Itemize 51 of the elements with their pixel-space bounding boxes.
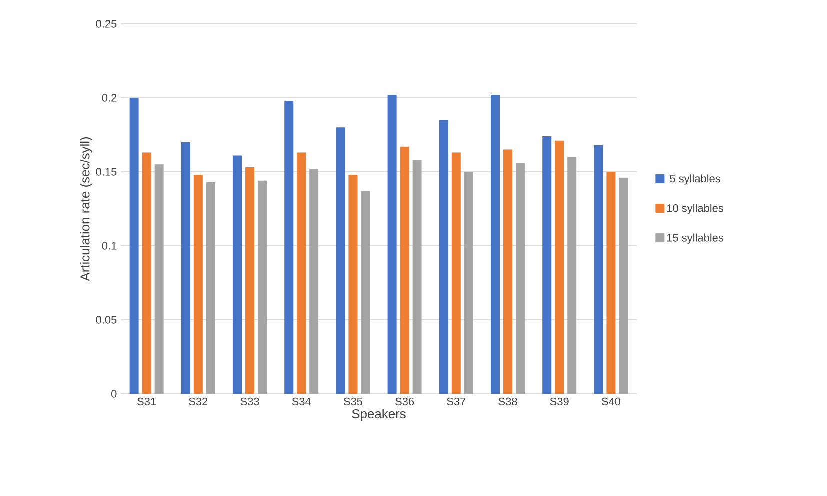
bar [516, 163, 526, 394]
bar [181, 142, 190, 394]
bar [388, 95, 397, 394]
x-tick-label: S35 [344, 398, 362, 406]
bar [154, 164, 164, 394]
bar [619, 178, 628, 394]
bar [568, 157, 577, 394]
bar [555, 140, 564, 394]
bar [439, 120, 448, 394]
bar [594, 145, 604, 394]
x-axis-title: Speakers [352, 409, 406, 422]
y-tick-label: 0.25 [96, 20, 117, 28]
y-axis-title: Articulation rate (sec/syll) [80, 137, 92, 282]
bar [336, 128, 346, 394]
bar [348, 174, 358, 394]
bar [142, 152, 152, 394]
bar [504, 150, 513, 394]
bar [246, 168, 255, 394]
bar [361, 191, 370, 394]
x-tick-label: S32 [189, 398, 208, 406]
bar [491, 95, 500, 394]
bar [452, 152, 461, 394]
bar [412, 160, 422, 394]
bar [400, 146, 410, 394]
y-tick-label: 0.1 [102, 242, 117, 250]
bar [194, 174, 203, 394]
bar [130, 98, 139, 394]
y-tick-label: 0 [111, 390, 117, 398]
bar [284, 100, 294, 394]
y-tick-label: 0.2 [102, 94, 117, 102]
x-tick-label: S31 [138, 398, 156, 406]
legend-label: 5 syllables [670, 174, 720, 185]
x-tick-label: S40 [602, 398, 621, 406]
bar [606, 172, 616, 394]
bar [258, 180, 268, 394]
x-tick-label: S36 [396, 398, 414, 406]
x-tick-label: S33 [240, 398, 260, 406]
y-tick-label: 0.05 [96, 316, 117, 324]
bar [464, 172, 474, 394]
x-tick-label: S37 [447, 398, 466, 406]
x-tick-label: S39 [550, 398, 569, 406]
bar [297, 152, 306, 394]
bar [310, 169, 319, 394]
x-tick-label: S38 [498, 398, 518, 406]
legend-label: 15 syllables [667, 234, 724, 244]
x-tick-label: S34 [292, 398, 312, 406]
legend-label: 10 syllables [667, 204, 724, 214]
bar [206, 182, 216, 394]
y-tick-label: 0.15 [96, 168, 117, 176]
bar [542, 136, 552, 394]
bar [233, 156, 242, 394]
